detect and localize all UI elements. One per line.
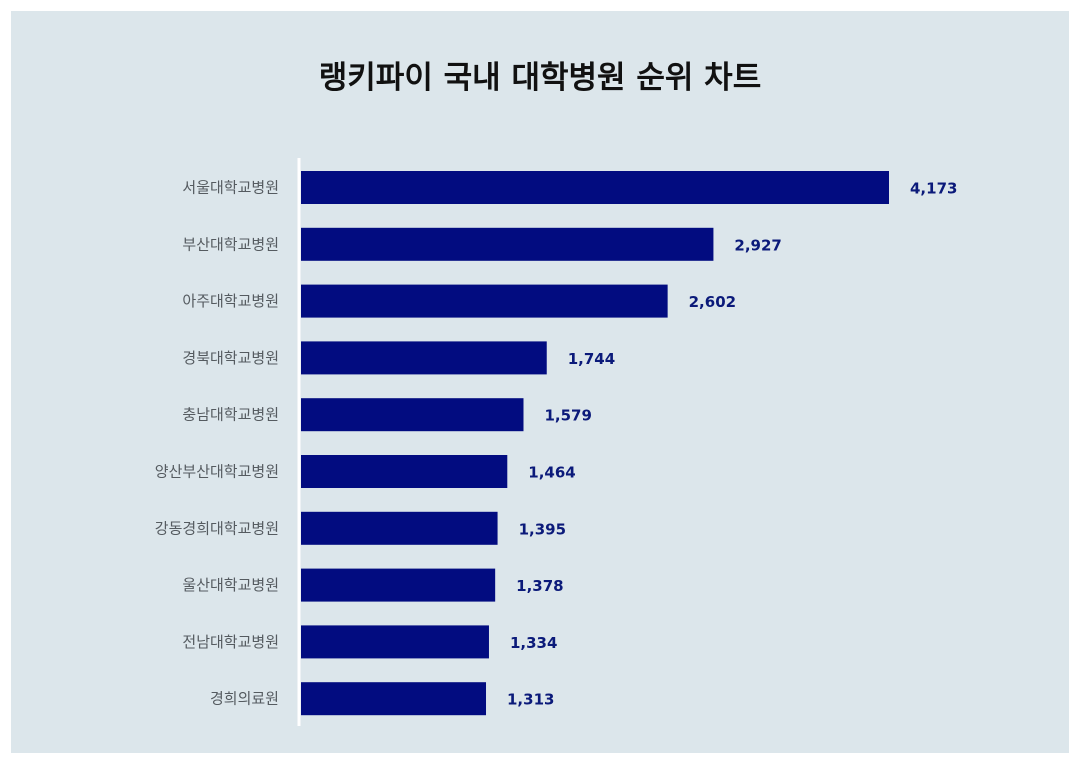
- bar: [301, 682, 487, 716]
- value-label: 1,579: [544, 407, 591, 425]
- value-label: 4,173: [910, 180, 957, 198]
- value-label: 1,744: [568, 350, 615, 368]
- value-label: 1,313: [507, 691, 554, 709]
- value-label: 2,602: [689, 293, 736, 311]
- category-label: 부산대학교병원: [182, 235, 279, 253]
- bar: [301, 511, 498, 545]
- bar: [301, 455, 508, 488]
- value-label: 1,334: [510, 634, 557, 652]
- category-label: 강동경희대학교병원: [155, 519, 279, 537]
- bar: [301, 625, 489, 659]
- category-label: 경북대학교병원: [182, 349, 279, 367]
- category-label: 충남대학교병원: [182, 406, 279, 424]
- value-label: 1,395: [519, 520, 566, 538]
- chart-panel: [11, 11, 1069, 753]
- category-label: 서울대학교병원: [182, 179, 279, 197]
- value-label: 1,378: [516, 577, 563, 595]
- bar: [301, 171, 889, 204]
- bar: [301, 227, 714, 261]
- chart-title: 랭키파이 국내 대학병원 순위 차트: [318, 60, 762, 96]
- value-label: 1,464: [528, 464, 575, 482]
- category-label: 경희의료원: [210, 690, 279, 708]
- bar: [301, 568, 496, 602]
- category-label: 아주대학교병원: [182, 292, 279, 310]
- category-label: 전남대학교병원: [182, 633, 279, 651]
- value-label: 2,927: [734, 236, 781, 254]
- category-label: 울산대학교병원: [182, 576, 279, 594]
- bar: [301, 341, 547, 375]
- bar: [301, 398, 524, 432]
- category-label: 양산부산대학교병원: [155, 463, 279, 481]
- bar: [301, 284, 668, 318]
